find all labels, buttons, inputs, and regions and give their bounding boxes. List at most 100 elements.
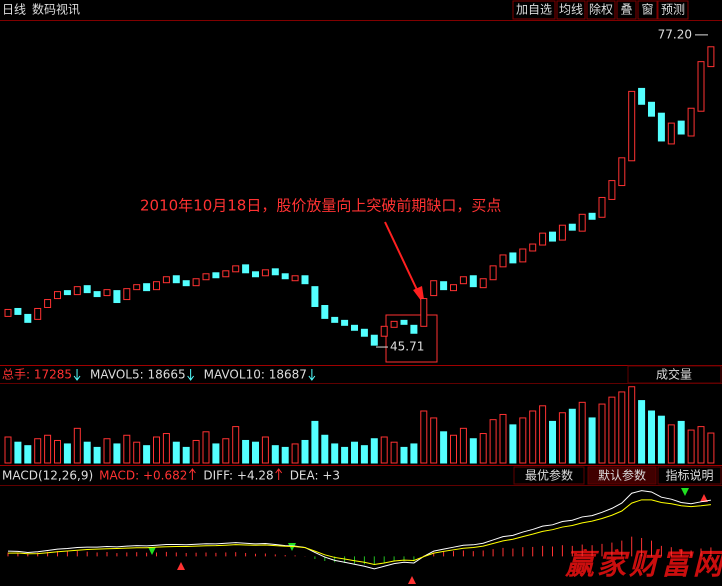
toolbar-label: 均线: [559, 3, 583, 17]
volume-bar: [469, 438, 477, 464]
toolbar-label: 叠: [620, 3, 632, 17]
toolbar-button[interactable]: [657, 0, 689, 20]
panel-button[interactable]: [587, 466, 657, 485]
volume-bar: [440, 431, 448, 464]
candle: [34, 307, 42, 320]
volume-bar: [261, 436, 269, 464]
candle: [539, 232, 547, 246]
candle: [667, 122, 675, 145]
volume-bar: [162, 433, 170, 464]
candle: [459, 276, 467, 285]
volume-bar: [598, 403, 606, 464]
candle: [331, 316, 339, 323]
candle: [83, 285, 91, 294]
trend-arrow: [187, 369, 195, 381]
toolbar-button[interactable]: [586, 0, 616, 20]
highlight-box: [385, 314, 438, 363]
cross-marker: [408, 576, 416, 584]
candle: [182, 280, 190, 287]
stock-name: 数码视讯: [32, 2, 80, 17]
volume-bar: [14, 441, 22, 464]
toolbar-button[interactable]: [512, 0, 556, 20]
volume-bar: [657, 415, 665, 464]
candle: [410, 324, 418, 334]
candle: [638, 87, 646, 105]
volume-bar: [667, 424, 675, 464]
volume-bar: [360, 445, 368, 464]
watermark: 赢家财富网: [564, 547, 722, 581]
toolbar-button[interactable]: [556, 0, 586, 20]
candle: [360, 328, 368, 337]
volume-bar: [93, 446, 101, 464]
candle: [63, 290, 71, 296]
trend-arrow: [308, 369, 316, 381]
candle: [291, 275, 299, 282]
candle: [568, 223, 576, 231]
candle: [351, 324, 358, 331]
candle: [103, 289, 111, 297]
panel-button[interactable]: [657, 466, 722, 485]
volume-bar: [648, 410, 655, 464]
volume-bar: [311, 420, 319, 464]
candle: [707, 46, 715, 68]
volume-bar: [420, 410, 428, 464]
candle: [420, 298, 428, 327]
legend-item: MAVOL10: 18687: [204, 368, 307, 382]
volume-bar: [83, 441, 91, 464]
volume-bar: [24, 445, 32, 464]
volume-bar: [707, 432, 715, 464]
candle: [232, 265, 240, 273]
low-label: 45.71: [390, 340, 424, 354]
candle: [400, 319, 408, 325]
candle: [479, 278, 487, 289]
candle: [252, 271, 259, 278]
candle: [450, 284, 457, 292]
legend-item: DIFF: +4.28: [203, 469, 273, 483]
volume-bar: [618, 391, 626, 464]
candle: [558, 224, 566, 241]
candle: [54, 291, 61, 300]
volume-bar: [430, 417, 438, 464]
candle: [608, 180, 616, 200]
candle: [598, 196, 606, 218]
volume-bar: [608, 396, 616, 464]
annotation-arrow: [384, 221, 419, 293]
candle: [529, 243, 537, 252]
volume-bar: [558, 412, 566, 464]
volume-bar: [588, 417, 596, 464]
candle: [549, 231, 556, 242]
toolbar-label: 预测: [661, 3, 685, 17]
candle: [212, 272, 220, 279]
volume-bar: [291, 443, 299, 464]
volume-bar: [459, 427, 467, 464]
toolbar-button[interactable]: [616, 0, 637, 20]
candle: [44, 299, 52, 308]
volume-bar: [153, 436, 160, 464]
legend-item: MACD: +0.682: [99, 469, 187, 483]
candle: [153, 281, 160, 291]
volume-bar: [54, 439, 61, 464]
diff-line: [7, 490, 711, 570]
panel-button[interactable]: [513, 466, 585, 485]
candle: [172, 275, 180, 284]
dea-line: [7, 499, 711, 566]
volume-bar: [370, 438, 378, 464]
toolbar-button[interactable]: [637, 0, 658, 20]
toolbar-label: 除权: [589, 2, 613, 17]
candle: [93, 291, 101, 298]
volume-bar: [351, 441, 358, 464]
volume-bar: [697, 426, 705, 464]
candle: [578, 213, 586, 232]
volume-bar: [113, 443, 121, 464]
toolbar-label: 加自选: [516, 3, 552, 17]
volume-bar: [489, 419, 497, 464]
candle: [489, 265, 497, 281]
panel-button-label: 最优参数: [525, 468, 573, 483]
volume-bar: [390, 441, 398, 464]
candle: [4, 308, 12, 317]
volume-bar: [519, 417, 527, 464]
candle: [311, 286, 319, 307]
candle: [133, 284, 141, 291]
